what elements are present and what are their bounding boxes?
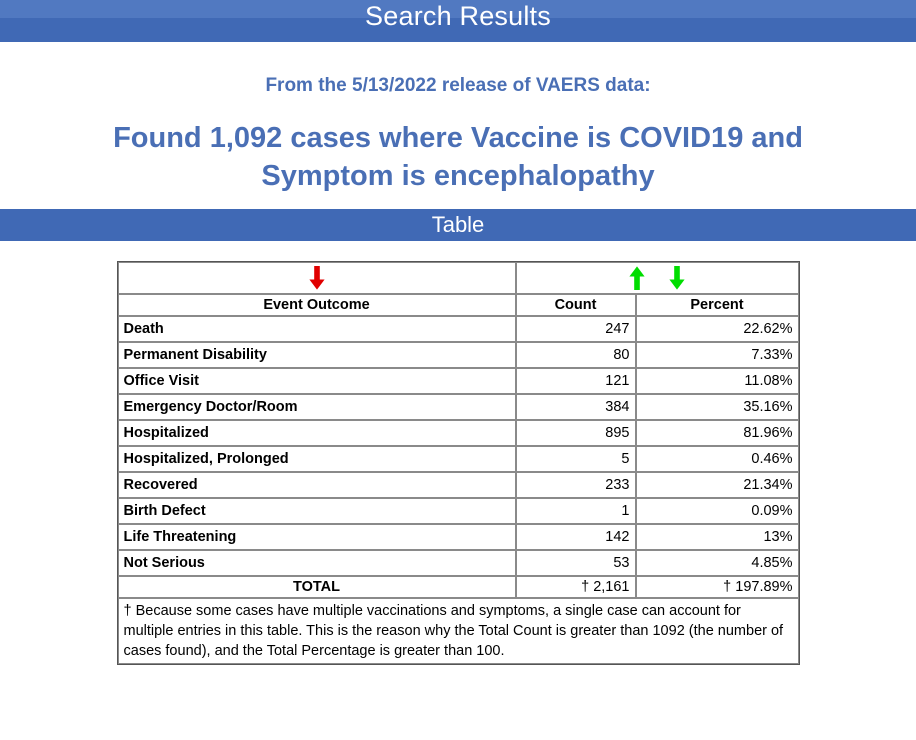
table-row: Hospitalized 895 81.96% [117, 420, 799, 446]
cell-percent: 4.85% [635, 550, 799, 576]
table-row: Permanent Disability 80 7.33% [117, 342, 799, 368]
cell-count: 1 [515, 498, 636, 524]
column-header-percent[interactable]: Percent [635, 294, 799, 316]
footnote-text: † Because some cases have multiple vacci… [117, 598, 799, 664]
value-sort-cell[interactable] [515, 262, 799, 294]
cell-count: 895 [515, 420, 636, 446]
table-header-row: Event Outcome Count Percent [117, 294, 799, 316]
table-section-bar: Table [0, 209, 916, 241]
results-table-container: Event Outcome Count Percent Death 247 22… [116, 261, 800, 665]
results-table: Event Outcome Count Percent Death 247 22… [116, 261, 800, 665]
total-count: † 2,161 [515, 576, 636, 598]
search-summary-heading: Found 1,092 cases where Vaccine is COVID… [0, 119, 916, 195]
arrow-down-green-icon[interactable] [668, 265, 686, 291]
cell-count: 384 [515, 394, 636, 420]
cell-percent: 0.46% [635, 446, 799, 472]
total-label: TOTAL [117, 576, 516, 598]
cell-percent: 7.33% [635, 342, 799, 368]
table-row: Hospitalized, Prolonged 5 0.46% [117, 446, 799, 472]
table-row: Emergency Doctor/Room 384 35.16% [117, 394, 799, 420]
cell-percent: 35.16% [635, 394, 799, 420]
cell-percent: 13% [635, 524, 799, 550]
banner-body: Search Results [0, 1, 916, 42]
search-summary-line-1: Found 1,092 cases where Vaccine is COVID… [113, 122, 803, 154]
search-summary-line-2: Symptom is encephalopathy [261, 160, 655, 192]
cell-percent: 21.34% [635, 472, 799, 498]
table-footnote-row: † Because some cases have multiple vacci… [117, 598, 799, 664]
total-percent: † 197.89% [635, 576, 799, 598]
table-row: Not Serious 53 4.85% [117, 550, 799, 576]
cell-percent: 0.09% [635, 498, 799, 524]
cell-event-outcome: Not Serious [117, 550, 516, 576]
cell-event-outcome: Permanent Disability [117, 342, 516, 368]
cell-event-outcome: Death [117, 316, 516, 342]
cell-event-outcome: Life Threatening [117, 524, 516, 550]
cell-event-outcome: Birth Defect [117, 498, 516, 524]
page-banner: Search Results [0, 0, 916, 42]
page-title: Search Results [365, 1, 551, 31]
table-row: Recovered 233 21.34% [117, 472, 799, 498]
table-row: Death 247 22.62% [117, 316, 799, 342]
cell-event-outcome: Emergency Doctor/Room [117, 394, 516, 420]
cell-event-outcome: Office Visit [117, 368, 516, 394]
cell-count: 121 [515, 368, 636, 394]
table-row: Office Visit 121 11.08% [117, 368, 799, 394]
cell-event-outcome: Hospitalized [117, 420, 516, 446]
table-row: Birth Defect 1 0.09% [117, 498, 799, 524]
banner-top-strip [0, 0, 916, 18]
table-total-row: TOTAL † 2,161 † 197.89% [117, 576, 799, 598]
column-header-event-outcome[interactable]: Event Outcome [117, 294, 516, 316]
cell-count: 233 [515, 472, 636, 498]
release-subtitle: From the 5/13/2022 release of VAERS data… [265, 75, 651, 96]
column-header-count[interactable]: Count [515, 294, 636, 316]
cell-percent: 22.62% [635, 316, 799, 342]
cell-count: 142 [515, 524, 636, 550]
cell-event-outcome: Recovered [117, 472, 516, 498]
cell-percent: 81.96% [635, 420, 799, 446]
arrow-up-green-icon[interactable] [628, 265, 646, 291]
cell-event-outcome: Hospitalized, Prolonged [117, 446, 516, 472]
cell-count: 80 [515, 342, 636, 368]
cell-count: 53 [515, 550, 636, 576]
cell-percent: 11.08% [635, 368, 799, 394]
arrow-down-red-icon[interactable] [308, 265, 326, 291]
outcome-sort-cell[interactable] [117, 262, 516, 294]
table-row: Life Threatening 142 13% [117, 524, 799, 550]
sort-controls-row [117, 262, 799, 294]
cell-count: 247 [515, 316, 636, 342]
cell-count: 5 [515, 446, 636, 472]
